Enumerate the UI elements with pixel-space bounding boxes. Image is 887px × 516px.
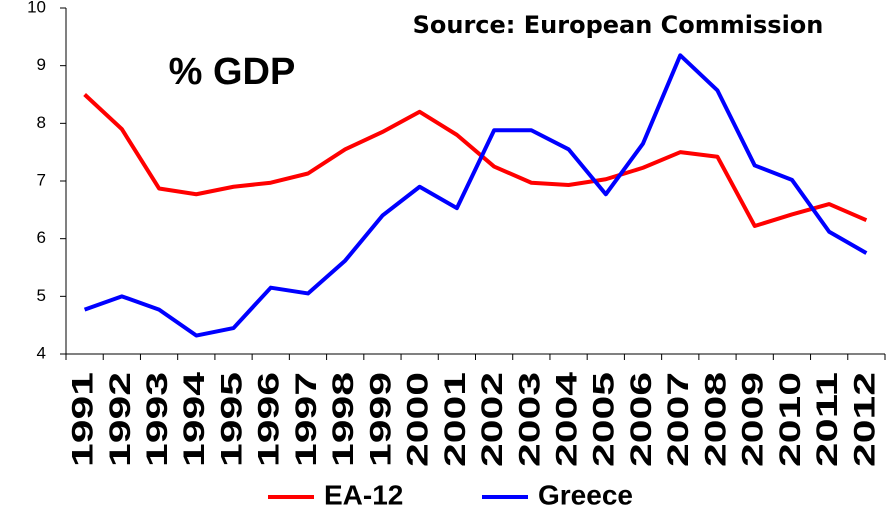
x-tick-label: 1997: [290, 372, 323, 467]
x-tick-label: 1995: [215, 372, 248, 467]
y-tick-label: 9: [37, 55, 46, 74]
x-tick-label: 2001: [439, 372, 472, 467]
y-tick-label: 10: [27, 0, 46, 16]
legend-label: EA-12: [324, 479, 403, 510]
x-tick-label: 1999: [364, 372, 397, 467]
x-tick-label: 2002: [476, 372, 509, 467]
x-tick-label: 2004: [550, 372, 583, 467]
line-series: [83, 53, 868, 338]
legend-label: Greece: [538, 479, 633, 510]
y-tick-label: 6: [37, 228, 46, 247]
y-tick-label: 7: [37, 170, 46, 189]
x-tick-label: 1998: [327, 372, 360, 467]
x-tick-label: 2005: [588, 372, 621, 467]
y-tick-label: 4: [37, 343, 46, 362]
x-tick-label: 1994: [178, 372, 211, 467]
line-series: [83, 93, 868, 228]
x-tick-label: 2012: [848, 372, 881, 467]
chart-title: % GDP: [169, 51, 296, 93]
x-tick-label: 2009: [737, 372, 770, 467]
x-tick-label: 2011: [811, 372, 844, 467]
x-tick-label: 2000: [402, 372, 435, 467]
x-tick-label: 1993: [141, 372, 174, 467]
x-tick-label: 2006: [625, 372, 658, 467]
x-tick-label: 1992: [104, 372, 137, 467]
x-tick-label: 1991: [67, 372, 100, 467]
y-tick-label: 5: [37, 286, 46, 305]
x-tick-label: 2008: [699, 372, 732, 467]
x-tick-label: 1996: [253, 372, 286, 467]
y-tick-label: 8: [37, 113, 46, 132]
source-note: Source: European Commission: [413, 11, 824, 39]
x-tick-label: 2007: [662, 372, 695, 467]
x-tick-label: 2010: [774, 372, 807, 467]
x-tick-label: 2003: [513, 372, 546, 467]
